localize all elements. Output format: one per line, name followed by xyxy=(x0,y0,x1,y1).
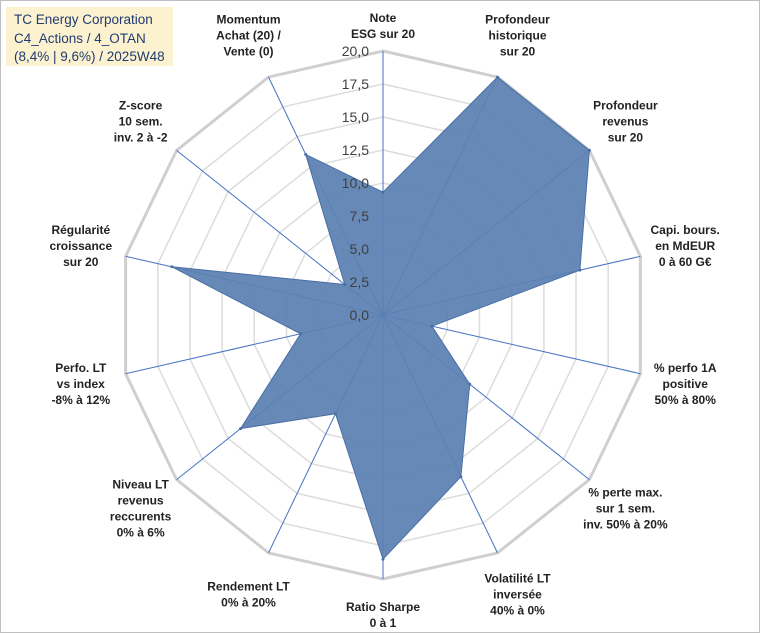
axis-label-1: Profondeur historique sur 20 xyxy=(485,13,550,59)
radar-series xyxy=(170,75,591,561)
radial-tick-labels: 0,0 2,5 5,0 7,5 10,0 12,5 15,0 17,5 20,0 xyxy=(342,43,369,323)
axis-label-11: Régularité croissance sur 20 xyxy=(49,223,112,269)
data-point-1 xyxy=(496,75,499,79)
axis-label-line: Volatilité LT xyxy=(484,571,551,585)
data-point-0 xyxy=(381,190,385,194)
axis-label-line: 10 sem. xyxy=(119,115,163,129)
r-tick-label: 17,5 xyxy=(342,76,369,92)
axis-label-line: reccurents xyxy=(110,509,172,523)
axis-label-line: Achat (20) / xyxy=(216,29,281,43)
axis-label-13: Momentum Achat (20) / Vente (0) xyxy=(216,13,281,59)
axis-label-line: ESG sur 20 xyxy=(351,27,415,41)
axis-label-line: Rendement LT xyxy=(207,579,290,593)
axis-label-line: vs index xyxy=(57,377,105,391)
title-line-company: TC Energy Corporation xyxy=(14,12,153,27)
axis-label-line: 0% à 20% xyxy=(221,595,276,609)
series-area xyxy=(171,76,590,561)
r-tick-label: 12,5 xyxy=(342,142,369,158)
axis-label-5: % perte max. sur 1 sem. inv. 50% à 20% xyxy=(583,485,668,531)
axis-label-line: revenus xyxy=(602,115,648,129)
axis-label-2: Profondeur revenus sur 20 xyxy=(593,99,658,145)
axis-label-line: inv. 2 à -2 xyxy=(114,131,168,145)
data-point-11 xyxy=(170,265,174,269)
title-line-category: C4_Actions / 4_OTAN xyxy=(14,30,146,46)
title-line-stats: (8,4% | 9,6%) / 2025W48 xyxy=(14,49,165,64)
axis-label-line: Profondeur xyxy=(485,13,550,27)
axis-label-3: Capi. bours. en MdEUR 0 à 60 G€ xyxy=(651,223,720,269)
axis-label-line: Momentum xyxy=(217,13,281,27)
axis-label-line: en MdEUR xyxy=(655,239,715,253)
axis-labels: Note ESG sur 20 Profondeur historique sur 20… xyxy=(49,11,719,630)
data-point-10 xyxy=(299,332,303,336)
axis-label-10: Perfo. LT vs index -8% à 12% xyxy=(51,361,110,407)
axis-label-line: inv. 50% à 20% xyxy=(583,517,668,531)
r-tick-label: 5,0 xyxy=(350,241,370,257)
r-tick-label: 20,0 xyxy=(342,43,369,59)
chart-title-box: TC Energy Corporation C4_Actions / 4_OTA… xyxy=(6,7,173,66)
axis-label-line: sur 20 xyxy=(63,255,99,269)
r-tick-label: 2,5 xyxy=(350,274,370,290)
data-point-2 xyxy=(587,148,591,152)
data-point-8 xyxy=(334,412,337,416)
axis-label-line: Régularité xyxy=(51,223,110,237)
axis-label-0: Note ESG sur 20 xyxy=(351,11,415,41)
axis-label-line: revenus xyxy=(118,493,164,507)
axis-label-line: 40% à 0% xyxy=(490,603,545,617)
data-point-5 xyxy=(468,382,472,386)
axis-label-line: -8% à 12% xyxy=(51,393,110,407)
axis-label-line: 0 à 1 xyxy=(370,616,397,630)
axis-label-line: sur 1 sem. xyxy=(596,501,655,515)
axis-label-line: Note xyxy=(370,11,397,25)
r-tick-label: 10,0 xyxy=(342,175,369,191)
data-point-13 xyxy=(304,152,308,156)
axis-label-line: sur 20 xyxy=(500,45,536,59)
axis-label-line: Vente (0) xyxy=(223,45,273,59)
axis-label-9: Niveau LT revenus reccurents 0% à 6% xyxy=(110,477,172,539)
axis-label-6: Volatilité LT inversée 40% à 0% xyxy=(484,571,551,617)
r-tick-label: 15,0 xyxy=(342,109,369,125)
data-point-7 xyxy=(381,557,385,561)
axis-label-line: Ratio Sharpe xyxy=(346,600,420,614)
axis-label-12: Z-score 10 sem. inv. 2 à -2 xyxy=(114,99,168,145)
axis-label-7: Ratio Sharpe 0 à 1 xyxy=(346,600,420,630)
axis-label-line: % perte max. xyxy=(588,485,662,499)
axis-label-line: Perfo. LT xyxy=(55,361,107,375)
axis-label-line: sur 20 xyxy=(608,131,644,145)
axis-label-line: croissance xyxy=(49,239,112,253)
axis-label-line: positive xyxy=(663,377,709,391)
data-point-12 xyxy=(343,283,347,286)
r-tick-label: 0,0 xyxy=(350,307,370,323)
axis-label-line: 0% à 6% xyxy=(117,525,165,539)
data-point-3 xyxy=(578,268,582,272)
data-point-9 xyxy=(239,427,243,431)
axis-label-line: Z-score xyxy=(119,99,163,113)
axis-label-line: % perfo 1A xyxy=(654,361,717,375)
r-tick-label: 7,5 xyxy=(350,208,370,224)
axis-label-4: % perfo 1A positive 50% à 80% xyxy=(654,361,717,407)
axis-label-8: Rendement LT 0% à 20% xyxy=(207,579,290,609)
axis-label-line: Niveau LT xyxy=(112,477,169,491)
axis-label-line: Capi. bours. xyxy=(651,223,720,237)
axis-label-line: 0 à 60 G€ xyxy=(659,255,712,269)
axis-label-line: Profondeur xyxy=(593,99,658,113)
axis-label-line: historique xyxy=(488,29,546,43)
axis-label-line: 50% à 80% xyxy=(655,393,717,407)
data-point-6 xyxy=(459,475,463,479)
data-point-4 xyxy=(430,324,434,328)
axis-label-line: inversée xyxy=(493,587,542,601)
